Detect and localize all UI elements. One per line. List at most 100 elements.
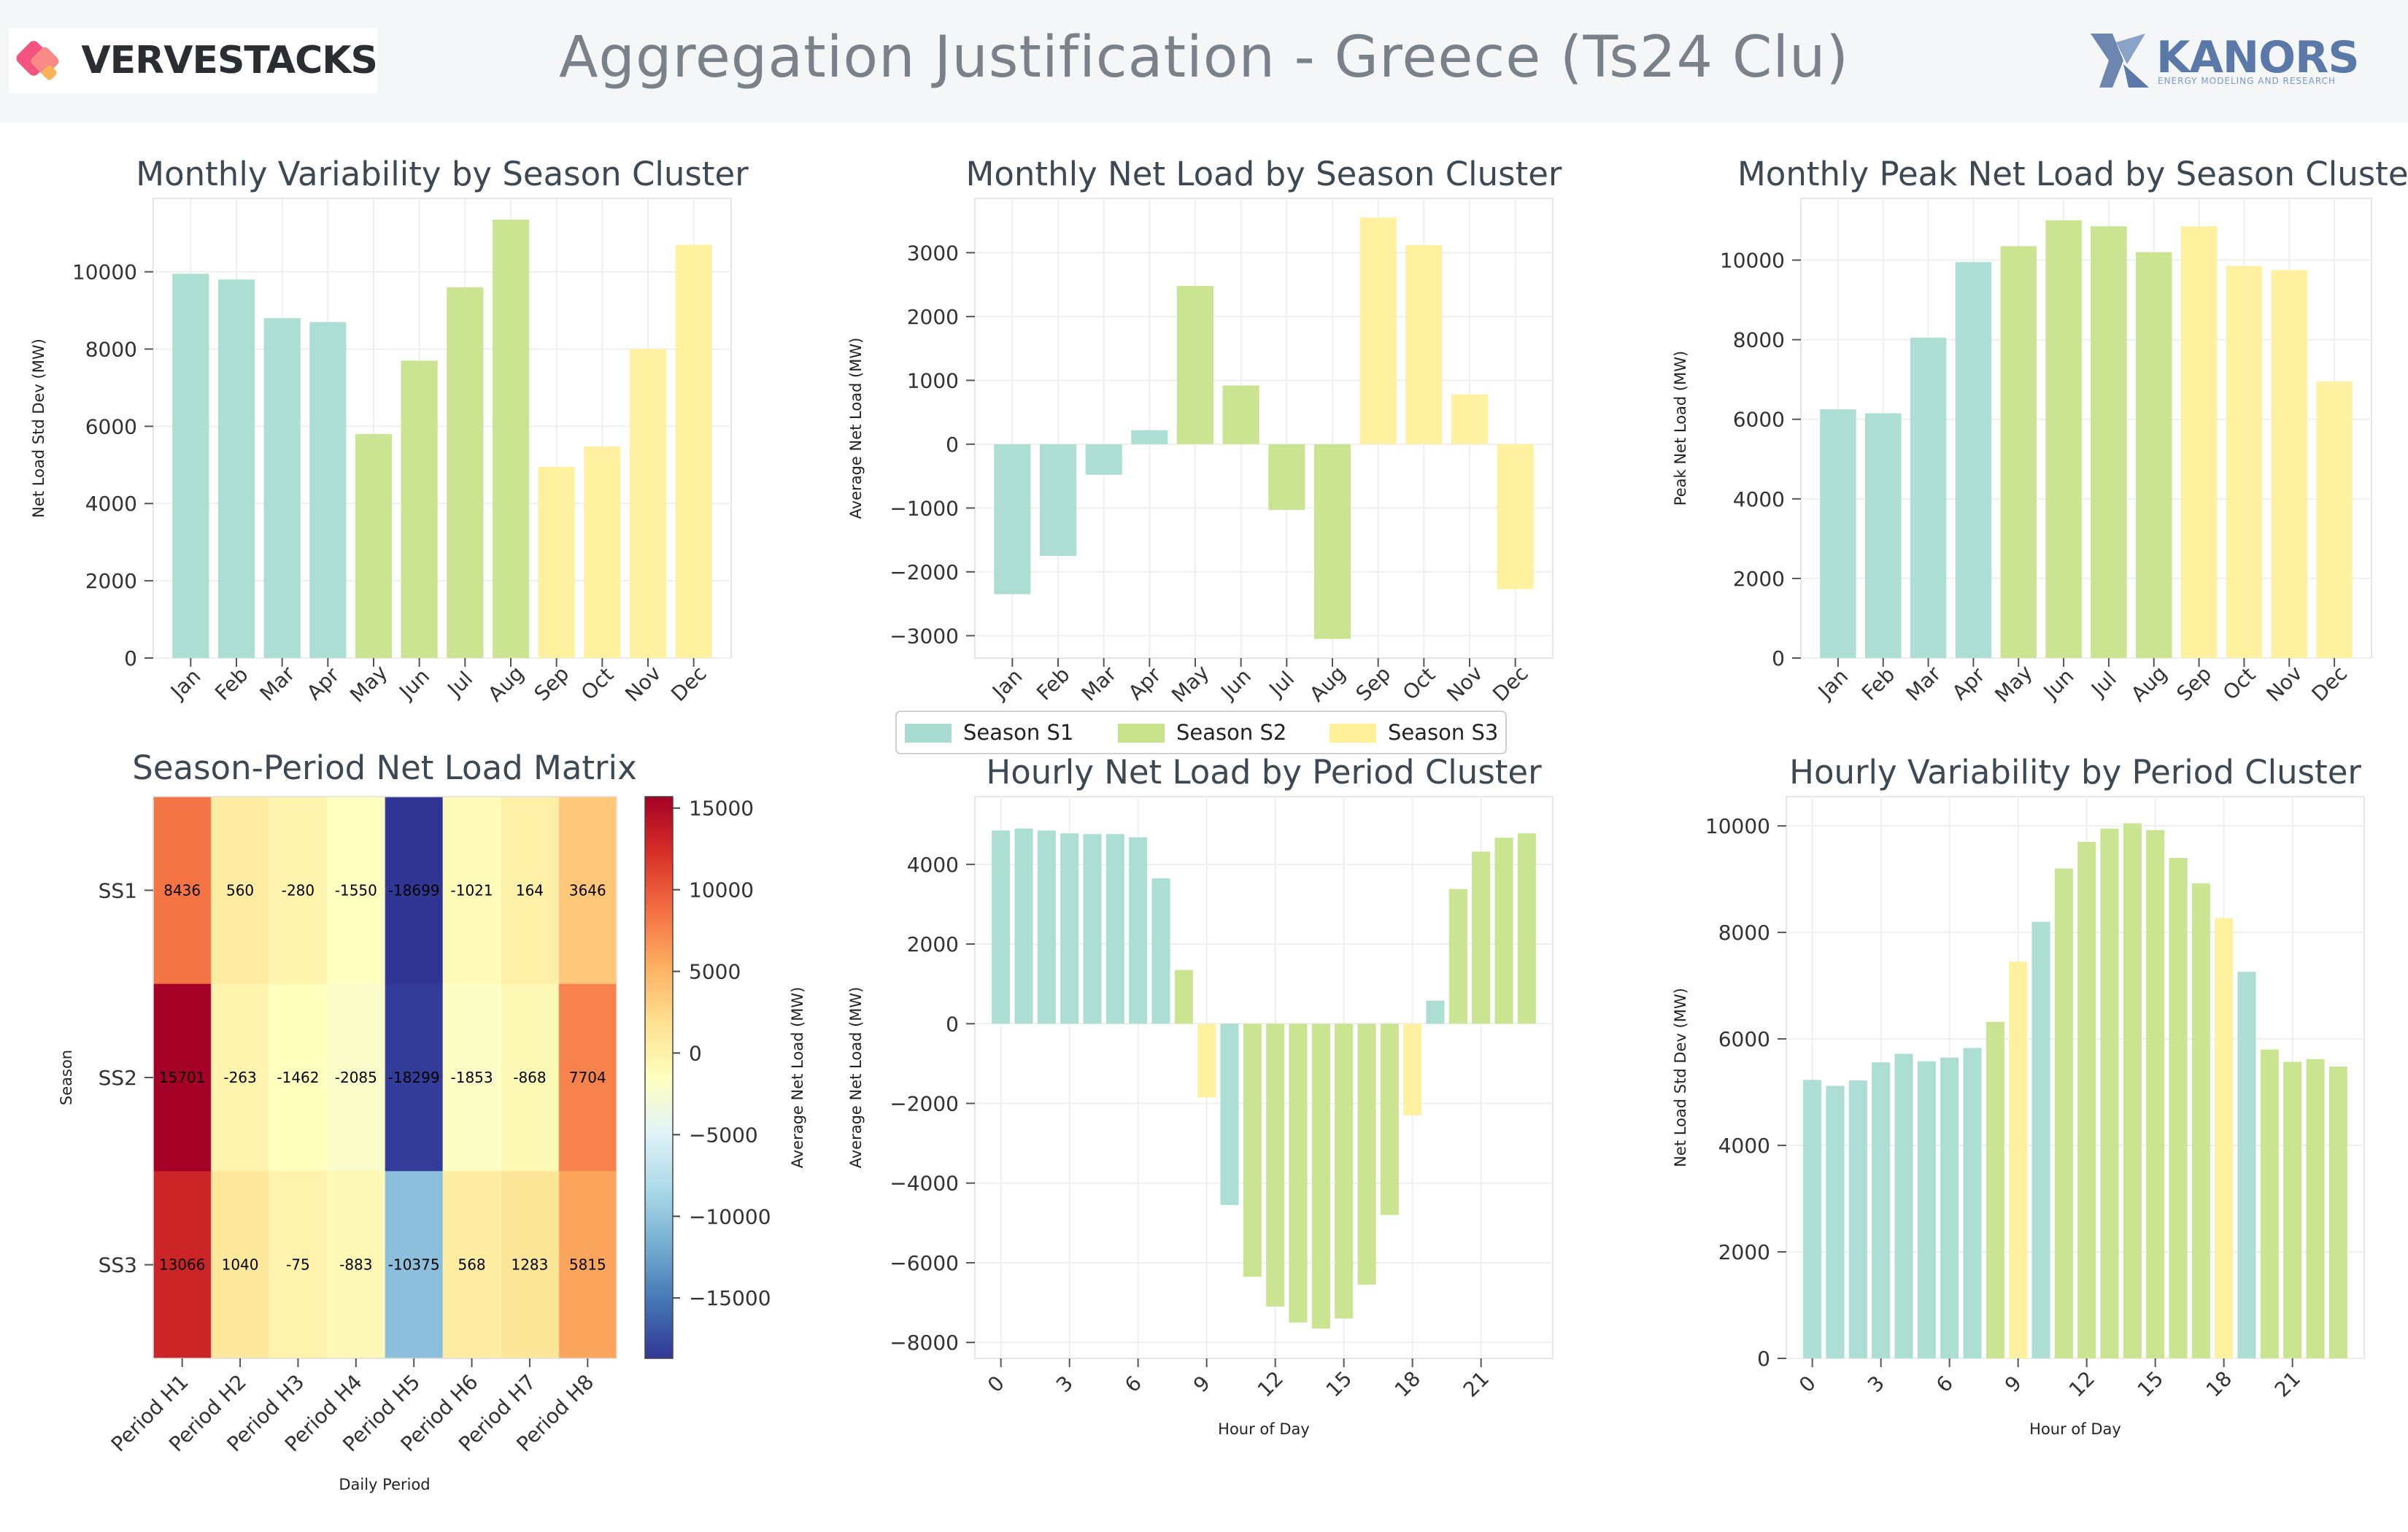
y-tick-label: −3000 [890, 624, 959, 648]
legend-box [895, 711, 1507, 754]
x-tick-label: Jul [1264, 667, 1300, 703]
x-tick-label: 18 [2201, 1366, 2237, 1402]
colorbar-tick-label: 10000 [689, 878, 754, 902]
heatmap-cell-label: 7704 [569, 1069, 606, 1086]
heatmap-cell-label: -1462 [277, 1069, 319, 1086]
x-tick-label: Mar [1902, 662, 1946, 706]
vervestacks-logo-icon [16, 41, 59, 80]
heatmap-cell [385, 1171, 444, 1359]
y-tick-label: 8000 [85, 337, 137, 361]
x-tick-label: 12 [1253, 1366, 1289, 1402]
heatmap-cell [501, 797, 560, 985]
y-tick-label: 6000 [1733, 408, 1785, 432]
y-tick-label: 8000 [1718, 921, 1770, 945]
bar-19 [2237, 972, 2256, 1358]
x-tick-label: Period H3 [223, 1370, 309, 1457]
heatmap-cell [269, 1171, 328, 1359]
x-tick-label: Dec [666, 661, 711, 706]
y-axis-label: Net Load Std Dev (MW) [1672, 988, 1689, 1167]
heatmap-cell [385, 983, 444, 1172]
chart-title: Monthly Net Load by Season Cluster [966, 155, 1562, 193]
chart-hourly-variability: Hourly Variability by Period Cluster 0 200… [1672, 753, 2365, 1438]
bar-Apr [1131, 430, 1168, 444]
bar-14 [2123, 823, 2142, 1358]
heatmap-cell [558, 983, 617, 1172]
x-tick-label: Period H5 [338, 1370, 425, 1457]
bar-23 [1517, 833, 1536, 1024]
y-tick-label: 10000 [72, 260, 137, 285]
x-tick-label: Jun [1215, 664, 1256, 705]
y-tick-label: 0 [946, 433, 959, 457]
legend-swatch [1118, 724, 1165, 743]
heatmap-cell-label: -1021 [451, 881, 493, 899]
x-tick-label: 6 [1120, 1371, 1146, 1397]
x-tick-label: 3 [1863, 1371, 1889, 1397]
x-tick-label: Sep [1351, 662, 1396, 706]
bar-22 [2306, 1059, 2325, 1358]
heatmap-frame [153, 796, 617, 1359]
x-tick-label: Period H2 [164, 1370, 251, 1457]
x-tick-label: 0 [1794, 1371, 1821, 1397]
chart-title: Season-Period Net Load Matrix [132, 748, 636, 787]
heatmap-cell-label: -263 [223, 1069, 256, 1086]
bar-0 [992, 830, 1011, 1024]
bar-Sep [2180, 226, 2218, 658]
bar-13 [1289, 1024, 1308, 1323]
bar-2 [1848, 1080, 1867, 1358]
x-tick-label: 18 [1390, 1366, 1426, 1402]
y-tick-label: 4000 [85, 492, 137, 516]
bar-21 [2283, 1061, 2302, 1358]
heatmap-cell [385, 797, 444, 985]
colorbar-tick-label: 15000 [689, 797, 754, 821]
x-tick-label: Aug [2126, 661, 2172, 706]
bar-Jun [2045, 220, 2082, 658]
heatmap-cell [442, 983, 501, 1172]
plot-frame [1786, 796, 2365, 1359]
y-tick-label: 0 [1757, 1347, 1770, 1371]
bar-9 [1197, 1024, 1216, 1098]
bar-2 [1037, 830, 1056, 1024]
y-tick-label: 2000 [1733, 567, 1785, 591]
x-tick-label: Period H6 [396, 1370, 483, 1457]
y-axis-label: Average Net Load (MW) [847, 338, 865, 519]
bar-4 [1894, 1053, 1913, 1358]
season-legend: Season S1 Season S2 Season S3 [895, 711, 1507, 754]
x-tick-label: Nov [1442, 661, 1487, 706]
y-tick-label: 0 [1772, 646, 1785, 670]
x-tick-label: 6 [1932, 1371, 1958, 1397]
bar-16 [1357, 1024, 1376, 1285]
chart-title: Monthly Variability by Season Cluster [136, 155, 749, 193]
bar-Jan [994, 444, 1031, 595]
x-tick-label: Period H7 [454, 1370, 541, 1457]
bar-17 [2191, 883, 2210, 1358]
y-tick-label: 6000 [1718, 1027, 1770, 1051]
chart-monthly-peak-net-load: Monthly Peak Net Load by Season Cluster 0… [1672, 155, 2408, 707]
chart-title: Hourly Variability by Period Cluster [1789, 753, 2361, 792]
chart-season-period-matrix: Season-Period Net Load Matrix 8436 560 -280… [58, 748, 806, 1493]
x-tick-label: May [1167, 660, 1213, 707]
x-tick-label: Jan [987, 664, 1027, 704]
bar-12 [2077, 842, 2096, 1358]
bar-Nov [2271, 270, 2307, 658]
x-tick-label: Sep [530, 662, 574, 706]
x-tick-label: Feb [1857, 662, 1899, 705]
heatmap-cell-label: 164 [516, 881, 544, 899]
bar-0 [1803, 1080, 1822, 1358]
bar-23 [2328, 1067, 2347, 1358]
heatmap-cell-label: 13066 [159, 1256, 206, 1274]
plot-frame [974, 796, 1554, 1359]
heatmap-cell-label: -75 [286, 1256, 310, 1274]
heatmap-cell [501, 983, 560, 1172]
bar-Jul [2091, 226, 2127, 658]
heatmap-cell-label: -868 [513, 1069, 546, 1086]
heatmap-cell [442, 797, 501, 985]
bar-Dec [675, 244, 712, 658]
chart-title: Monthly Peak Net Load by Season Cluster [1737, 155, 2408, 193]
x-tick-label: Apr [1948, 662, 1990, 705]
bar-Sep [1359, 217, 1397, 444]
bar-Feb [1039, 444, 1077, 556]
bar-Sep [538, 466, 575, 658]
heatmap-cell-label: -10375 [388, 1256, 440, 1274]
bar-Aug [492, 220, 530, 658]
y-tick-label: 8000 [1733, 328, 1785, 352]
